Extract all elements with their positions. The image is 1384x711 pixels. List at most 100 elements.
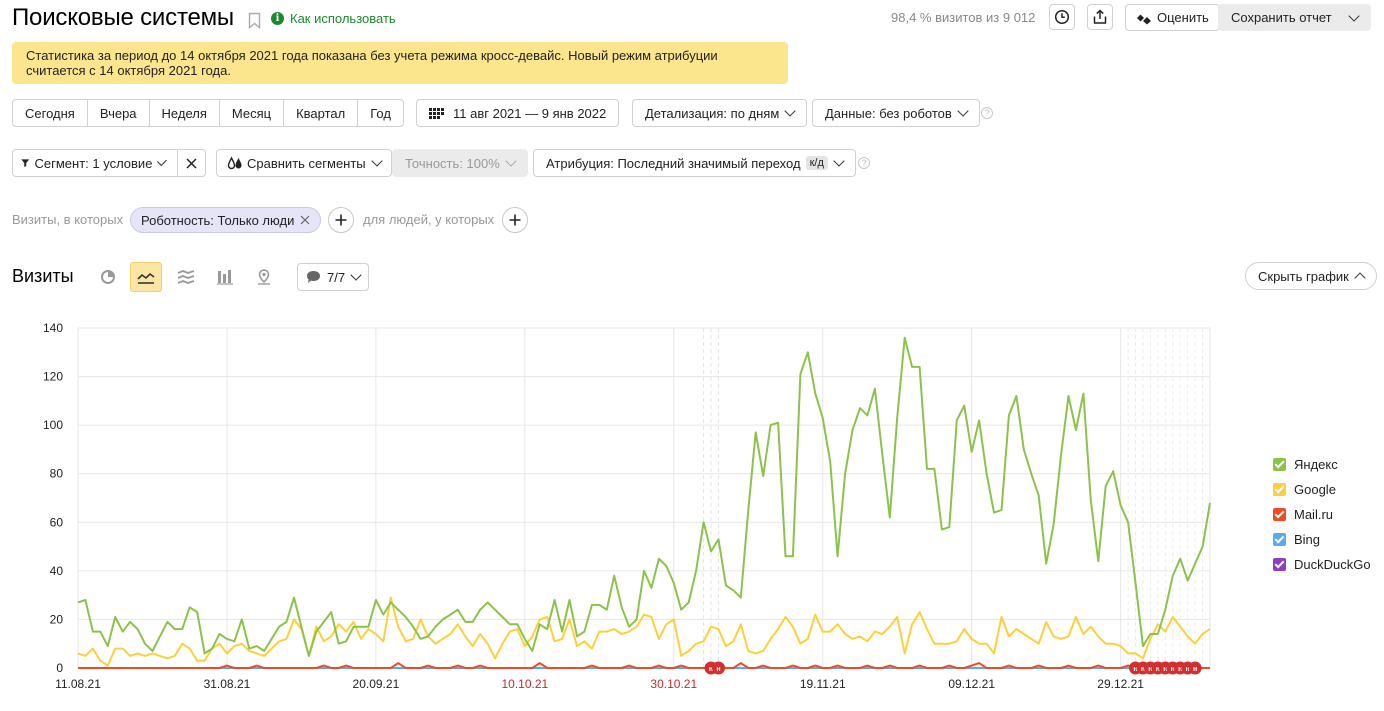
holiday-marker <box>1188 661 1202 675</box>
history-button[interactable] <box>1049 4 1075 30</box>
accuracy-label: Точность: 100% <box>405 155 500 171</box>
export-button[interactable] <box>1087 4 1113 30</box>
robot-filter-label: Роботность: Только люди <box>141 212 295 228</box>
plus-icon <box>335 214 347 226</box>
attribution-notice: Статистика за период до 14 октября 2021 … <box>12 42 788 84</box>
rate-button[interactable]: Оценить <box>1125 4 1220 31</box>
help-icon[interactable]: ? <box>981 107 993 119</box>
checkbox-icon[interactable] <box>1273 508 1286 521</box>
legend-item-mailru[interactable]: Mail.ru <box>1273 502 1371 527</box>
y-tick-label: 120 <box>43 370 63 384</box>
legend-item-duckduckgo[interactable]: DuckDuckGo <box>1273 552 1371 577</box>
detail-dropdown[interactable]: Детализация: по дням <box>632 99 808 127</box>
notes-dropdown[interactable]: 7/7 <box>297 263 370 291</box>
close-icon[interactable] <box>300 215 310 225</box>
period-week[interactable]: Неделя <box>150 100 220 126</box>
checkbox-icon[interactable] <box>1273 533 1286 546</box>
close-icon <box>186 157 197 169</box>
robot-filter-chip[interactable]: Роботность: Только люди <box>130 207 322 233</box>
bar-chart-icon <box>217 270 233 285</box>
holiday-marker-glyph: н <box>1186 666 1190 673</box>
period-yesterday[interactable]: Вчера <box>88 100 150 126</box>
compare-segments-dropdown[interactable]: Сравнить сегменты <box>216 149 392 177</box>
segment-dropdown[interactable]: Сегмент: 1 условие <box>12 149 178 177</box>
period-today[interactable]: Сегодня <box>13 100 88 126</box>
checkbox-icon[interactable] <box>1273 558 1286 571</box>
series-line-1 <box>77 596 1211 667</box>
cross-device-badge: к/д <box>805 156 828 170</box>
page-title: Поисковые системы <box>12 4 234 31</box>
x-tick-label: 31.08.21 <box>204 677 251 691</box>
holiday-marker-glyph: н <box>1148 666 1152 673</box>
data-filter-label: Данные: без роботов <box>825 105 952 121</box>
visits-where-label: Визиты, в которых <box>12 212 124 227</box>
add-people-condition-button[interactable] <box>502 207 528 233</box>
plot-area <box>77 327 1211 669</box>
add-visit-condition-button[interactable] <box>328 207 354 233</box>
compare-segments-label: Сравнить сегменты <box>247 155 366 171</box>
area-chart-icon <box>177 270 195 284</box>
rate-label: Оценить <box>1157 10 1209 25</box>
x-tick-label: 11.08.21 <box>55 677 101 691</box>
period-quarter[interactable]: Квартал <box>284 100 359 126</box>
chevron-down-icon <box>1348 9 1360 22</box>
pie-chart-icon <box>101 270 115 284</box>
period-year[interactable]: Год <box>370 105 391 121</box>
chart-section-title: Визиты <box>12 266 74 286</box>
period-month[interactable]: Месяц <box>220 100 285 126</box>
x-tick-label: 09.12.21 <box>948 677 995 691</box>
y-tick-label: 20 <box>50 612 64 626</box>
notes-count: 7/7 <box>327 269 346 285</box>
drops-icon <box>227 156 242 170</box>
chevron-down-icon <box>957 105 969 117</box>
share-icon <box>1093 9 1107 24</box>
legend-label: Mail.ru <box>1294 507 1334 522</box>
y-tick-label: 60 <box>50 515 64 529</box>
bar-chart-view-button[interactable] <box>209 262 241 292</box>
chevron-down-icon <box>350 269 362 281</box>
holiday-marker-glyph: н <box>1171 666 1175 673</box>
legend-label: Google <box>1294 482 1336 497</box>
holiday-marker-glyph: н <box>1193 666 1197 673</box>
checkbox-icon[interactable] <box>1273 458 1286 471</box>
x-tick-label: 29.12.21 <box>1097 677 1144 691</box>
accuracy-dropdown[interactable]: Точность: 100% <box>392 149 528 177</box>
series-line-2 <box>78 662 1210 669</box>
legend-item-google[interactable]: Google <box>1273 477 1371 502</box>
y-tick-label: 140 <box>43 321 63 335</box>
detail-label: Детализация: по дням <box>645 105 780 121</box>
help-icon[interactable]: ? <box>858 157 870 169</box>
y-tick-label: 100 <box>43 418 63 432</box>
map-view-button[interactable] <box>248 262 280 292</box>
area-chart-view-button[interactable] <box>170 262 202 292</box>
checkbox-icon[interactable] <box>1273 483 1286 496</box>
line-chart-view-button[interactable] <box>130 262 162 292</box>
clear-segment-button[interactable] <box>177 149 206 177</box>
info-icon: i <box>271 12 284 25</box>
visits-line-chart: 0 20 40 60 80 100 120 140 11.08.21 31.08.21 20.09.… <box>43 321 1211 691</box>
attribution-dropdown[interactable]: Атрибуция: Последний значимый переход к/… <box>533 149 856 177</box>
pie-chart-view-button[interactable] <box>92 262 124 292</box>
y-tick-label: 40 <box>50 564 64 578</box>
chevron-down-icon <box>784 105 796 117</box>
x-tick-label: 10.10.21 <box>501 677 548 691</box>
chart-legend: Яндекс Google Mail.ru Bing DuckDuckGo <box>1273 452 1371 577</box>
holiday-marker-glyph: н <box>1178 666 1182 673</box>
save-report-label: Сохранить отчет <box>1231 10 1332 25</box>
legend-item-yandex[interactable]: Яндекс <box>1273 452 1371 477</box>
holiday-marker-glyph: н <box>709 666 713 673</box>
date-range-button[interactable]: 11 авг 2021 — 9 янв 2022 <box>416 99 620 127</box>
bookmark-icon[interactable] <box>248 12 261 29</box>
date-range-label: 11 авг 2021 — 9 янв 2022 <box>453 105 607 121</box>
data-filter-dropdown[interactable]: Данные: без роботов <box>812 99 980 127</box>
x-tick-label: 30.10.21 <box>650 677 697 691</box>
holiday-marker-glyph: н <box>716 666 720 673</box>
hide-chart-label: Скрыть график <box>1258 268 1349 284</box>
how-to-use-label: Как использовать <box>290 11 396 26</box>
how-to-use-link[interactable]: i Как использовать <box>271 11 396 26</box>
comment-icon <box>307 271 320 283</box>
clock-icon <box>1054 9 1070 25</box>
legend-item-bing[interactable]: Bing <box>1273 527 1371 552</box>
hide-chart-button[interactable]: Скрыть график <box>1245 262 1377 290</box>
save-report-button[interactable]: Сохранить отчет <box>1218 4 1371 31</box>
